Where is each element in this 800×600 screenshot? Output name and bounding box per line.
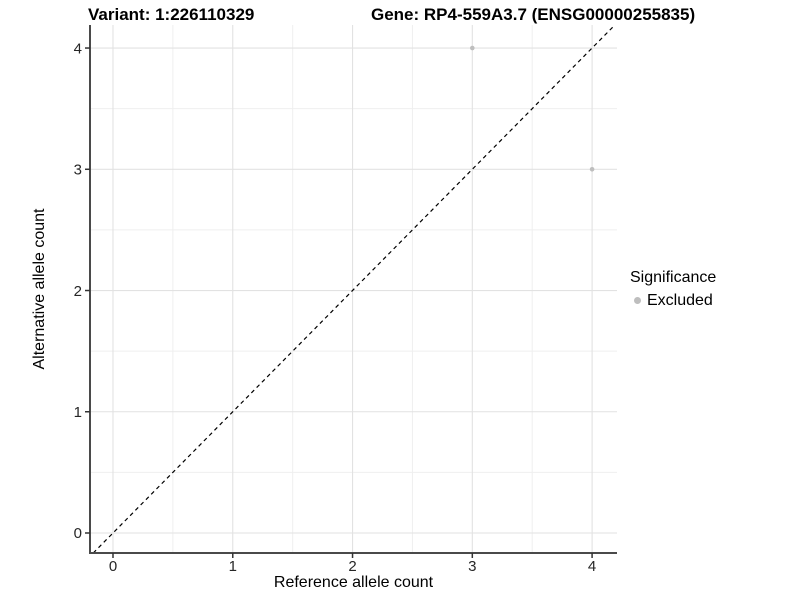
y-tick-label: 0	[74, 525, 82, 542]
legend-title: Significance	[630, 269, 717, 286]
plot-title-variant: Variant: 1:226110329	[88, 5, 255, 24]
legend-item: Excluded	[634, 292, 716, 309]
data-point	[470, 45, 475, 51]
x-tick-label: 1	[229, 558, 237, 575]
y-tick-label: 1	[74, 404, 82, 421]
y-tick-label: 4	[74, 40, 82, 57]
x-tick-label: 4	[588, 558, 596, 575]
y-tick-label: 2	[74, 283, 82, 300]
x-tick-label: 3	[468, 558, 476, 575]
legend-item-label: Excluded	[647, 292, 713, 309]
y-tick-label: 3	[74, 162, 82, 179]
legend-point-marker-icon	[634, 297, 641, 304]
identity-reference-line	[92, 24, 616, 554]
plot-title-gene: Gene: RP4-559A3.7 (ENSG00000255835)	[371, 5, 696, 24]
x-tick-label: 2	[348, 558, 356, 575]
x-tick-label: 0	[109, 558, 117, 575]
x-axis-title: Reference allele count	[273, 574, 434, 591]
legend: Significance Excluded	[630, 269, 716, 309]
y-axis-title: Alternative allele count	[31, 208, 48, 370]
data-point	[589, 166, 595, 172]
